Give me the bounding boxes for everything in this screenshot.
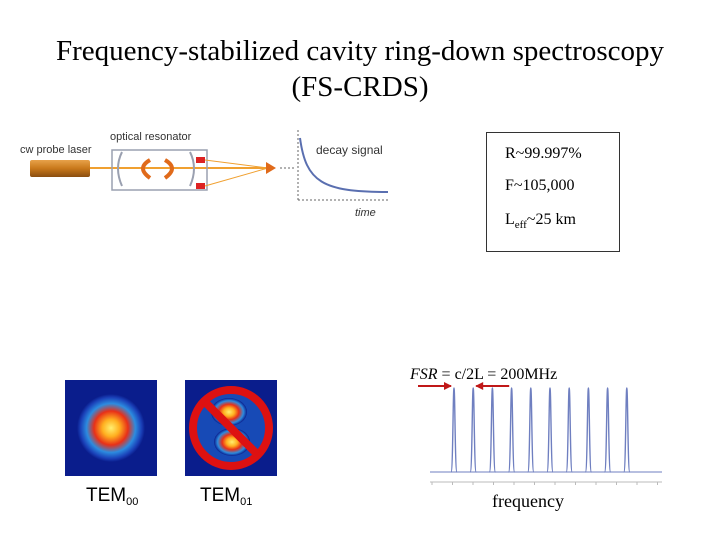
spectrum-peak xyxy=(584,387,593,473)
frequency-axis-label: frequency xyxy=(492,491,564,511)
crds-schematic: cw probe laser optical resonator decay s… xyxy=(20,130,390,219)
slide-title-line1: Frequency-stabilized cavity ring-down sp… xyxy=(55,35,664,67)
fsr-arrowhead-left xyxy=(444,382,452,390)
tem01-mode-image xyxy=(185,380,277,476)
beam-fan-top xyxy=(204,159,269,169)
spectrum-peak xyxy=(603,387,612,473)
decay-label: decay signal xyxy=(316,143,383,157)
parameters-box: R~99.997% F~105,000 Leff~25 km xyxy=(486,132,620,252)
mirror-right xyxy=(189,151,195,187)
tem01-label: TEM01 xyxy=(200,485,253,508)
detector-arrow-icon xyxy=(266,162,276,174)
spectrum-peak xyxy=(469,387,477,473)
spectrum-peak xyxy=(488,387,497,473)
spectrum-peak xyxy=(565,387,573,473)
fsr-label: FSR = c/2L = 200MHz xyxy=(410,366,558,383)
effective-length-value: Leff~25 km xyxy=(505,211,576,231)
resonator-label: optical resonator xyxy=(110,131,192,143)
spectrum-peak xyxy=(450,387,458,473)
beam-fan-bottom xyxy=(204,167,269,187)
tem00-mode-image xyxy=(65,380,157,476)
slide-title-line2: (FS-CRDS) xyxy=(291,71,429,103)
circulation-arrow-right xyxy=(163,158,174,180)
laser-label: cw probe laser xyxy=(20,144,92,156)
output-mirror-top xyxy=(196,157,205,163)
finesse-value: F~105,000 xyxy=(505,177,575,194)
mirror-left xyxy=(117,151,123,187)
decay-curve xyxy=(299,137,389,193)
spectrum-peak xyxy=(546,387,554,473)
fsr-arrowhead-right xyxy=(475,382,484,390)
output-mirror-bottom xyxy=(196,183,205,189)
circulation-arrow-left xyxy=(141,158,152,180)
tem00-profile xyxy=(65,380,157,476)
resonator-box xyxy=(111,149,208,191)
spectrum-peak xyxy=(527,387,535,473)
laser-body xyxy=(30,160,90,177)
forbidden-icon xyxy=(189,386,273,470)
tem00-label: TEM00 xyxy=(86,485,139,508)
spectrum-peak xyxy=(623,387,631,473)
transmission-spectrum xyxy=(418,382,662,485)
reflectivity-value: R~99.997% xyxy=(505,145,582,162)
time-label: time xyxy=(355,207,376,219)
spectrum-peak xyxy=(507,387,516,473)
